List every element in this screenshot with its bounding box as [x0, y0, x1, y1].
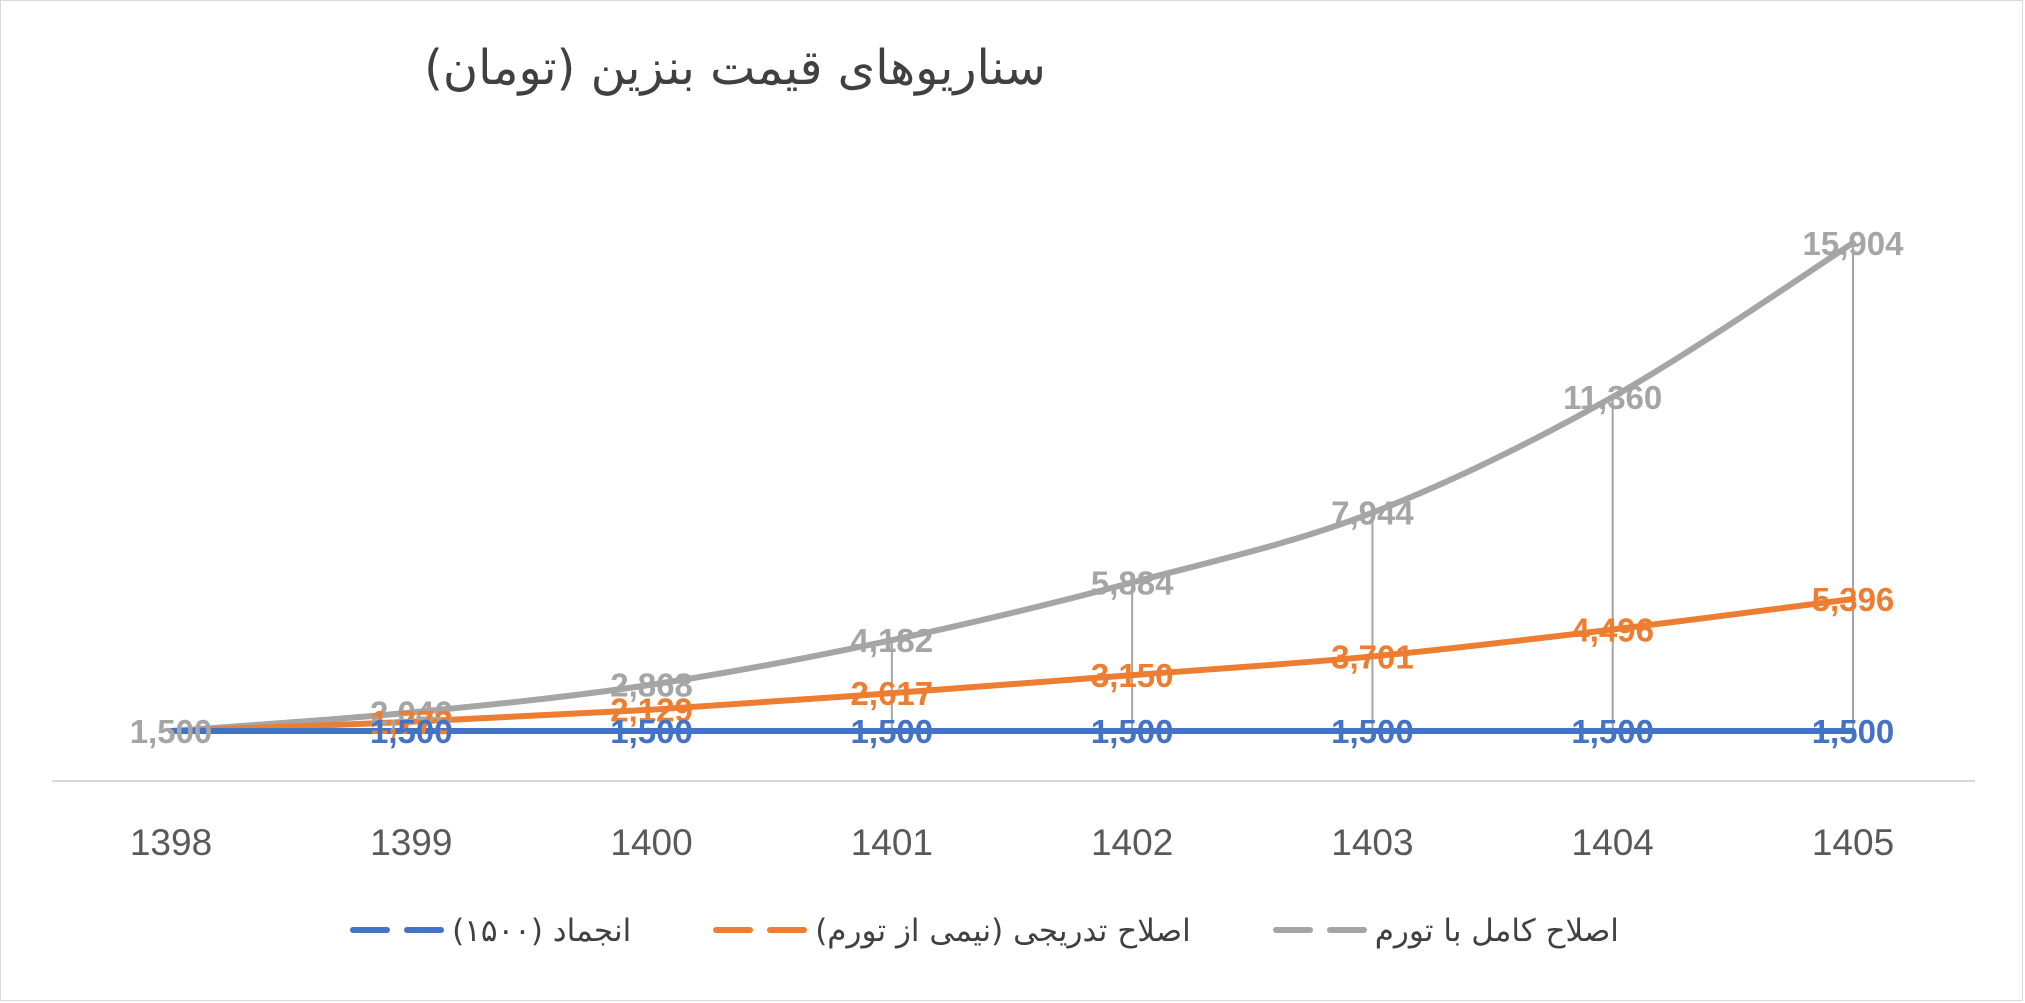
data-label-gradual-1399: 1,773 [370, 704, 453, 741]
legend-label-freeze: انجماد (۱۵۰۰) [452, 913, 632, 949]
legend-item-full: اصلاح کامل با تورم [1272, 913, 1619, 949]
data-label-gradual-1401: 2,617 [851, 675, 934, 712]
series-line-full [168, 240, 1856, 734]
x-tick-label-1400: 1400 [610, 822, 692, 863]
data-label-full-1400: 2,868 [610, 667, 693, 704]
data-label-full-1399: 2,046 [370, 695, 453, 732]
data-labels: 1,500 2,0462,8684,1825,8847,94411,36015,9… [130, 225, 1904, 750]
data-label-gradual-1402: 3,150 [1091, 657, 1174, 694]
data-label-freeze-1405: 1,500 [1812, 713, 1895, 750]
data-label-freeze-1404: 1,500 [1571, 713, 1654, 750]
legend-item-gradual: اصلاح تدریجی (نیمی از تورم) [713, 913, 1191, 949]
data-label-full-1403: 7,944 [1331, 495, 1414, 532]
x-tick-label-1405: 1405 [1812, 822, 1894, 863]
x-tick-label-1403: 1403 [1331, 822, 1413, 863]
data-label-full-1402: 5,884 [1091, 564, 1174, 601]
legend-swatch-gradual [713, 927, 809, 935]
x-axis-ticks: 1398 1399 1400 1401 1402 1403 1404 1405 [130, 822, 1894, 863]
data-label-freeze-1400: 1,500 [610, 713, 693, 750]
x-tick-label-1401: 1401 [851, 822, 933, 863]
data-label-gradual-1404: 4,496 [1571, 611, 1654, 648]
data-label-freeze-1399: 1,500 [370, 713, 453, 750]
data-label-full-1405: 15,904 [1803, 225, 1905, 262]
series-lines [168, 240, 1856, 735]
legend-label-full: اصلاح کامل با تورم [1374, 913, 1619, 949]
chart-title: سناریوهای قیمت بنزین (تومان) [424, 40, 1046, 96]
data-label-gradual-1400: 2,129 [610, 692, 693, 729]
legend-swatch-full [1272, 927, 1369, 935]
data-label-gradual-1403: 3,701 [1331, 638, 1414, 675]
data-label-full-1404: 11,360 [1563, 379, 1662, 416]
series-line-gradual [168, 596, 1856, 734]
x-tick-label-1399: 1399 [370, 822, 452, 863]
data-label-freeze-1401: 1,500 [851, 713, 934, 750]
data-label-freeze-1402: 1,500 [1091, 713, 1174, 750]
legend: انجماد (۱۵۰۰) اصلاح تدریجی (نیمی از تورم… [0, 906, 1997, 956]
legend-label-gradual: اصلاح تدریجی (نیمی از تورم) [815, 913, 1191, 949]
legend-item-freeze: انجماد (۱۵۰۰) [350, 913, 631, 949]
data-label-full-1401: 4,182 [851, 622, 934, 659]
x-tick-label-1398: 1398 [130, 822, 212, 863]
data-label-full-1398: 1,500 [130, 713, 213, 750]
x-tick-label-1404: 1404 [1572, 822, 1654, 863]
data-label-freeze-1403: 1,500 [1331, 713, 1414, 750]
legend-swatch-freeze [350, 927, 446, 935]
data-label-gradual-1405: 5,396 [1812, 581, 1895, 618]
drop-lines [890, 243, 1854, 731]
x-tick-label-1402: 1402 [1091, 822, 1173, 863]
